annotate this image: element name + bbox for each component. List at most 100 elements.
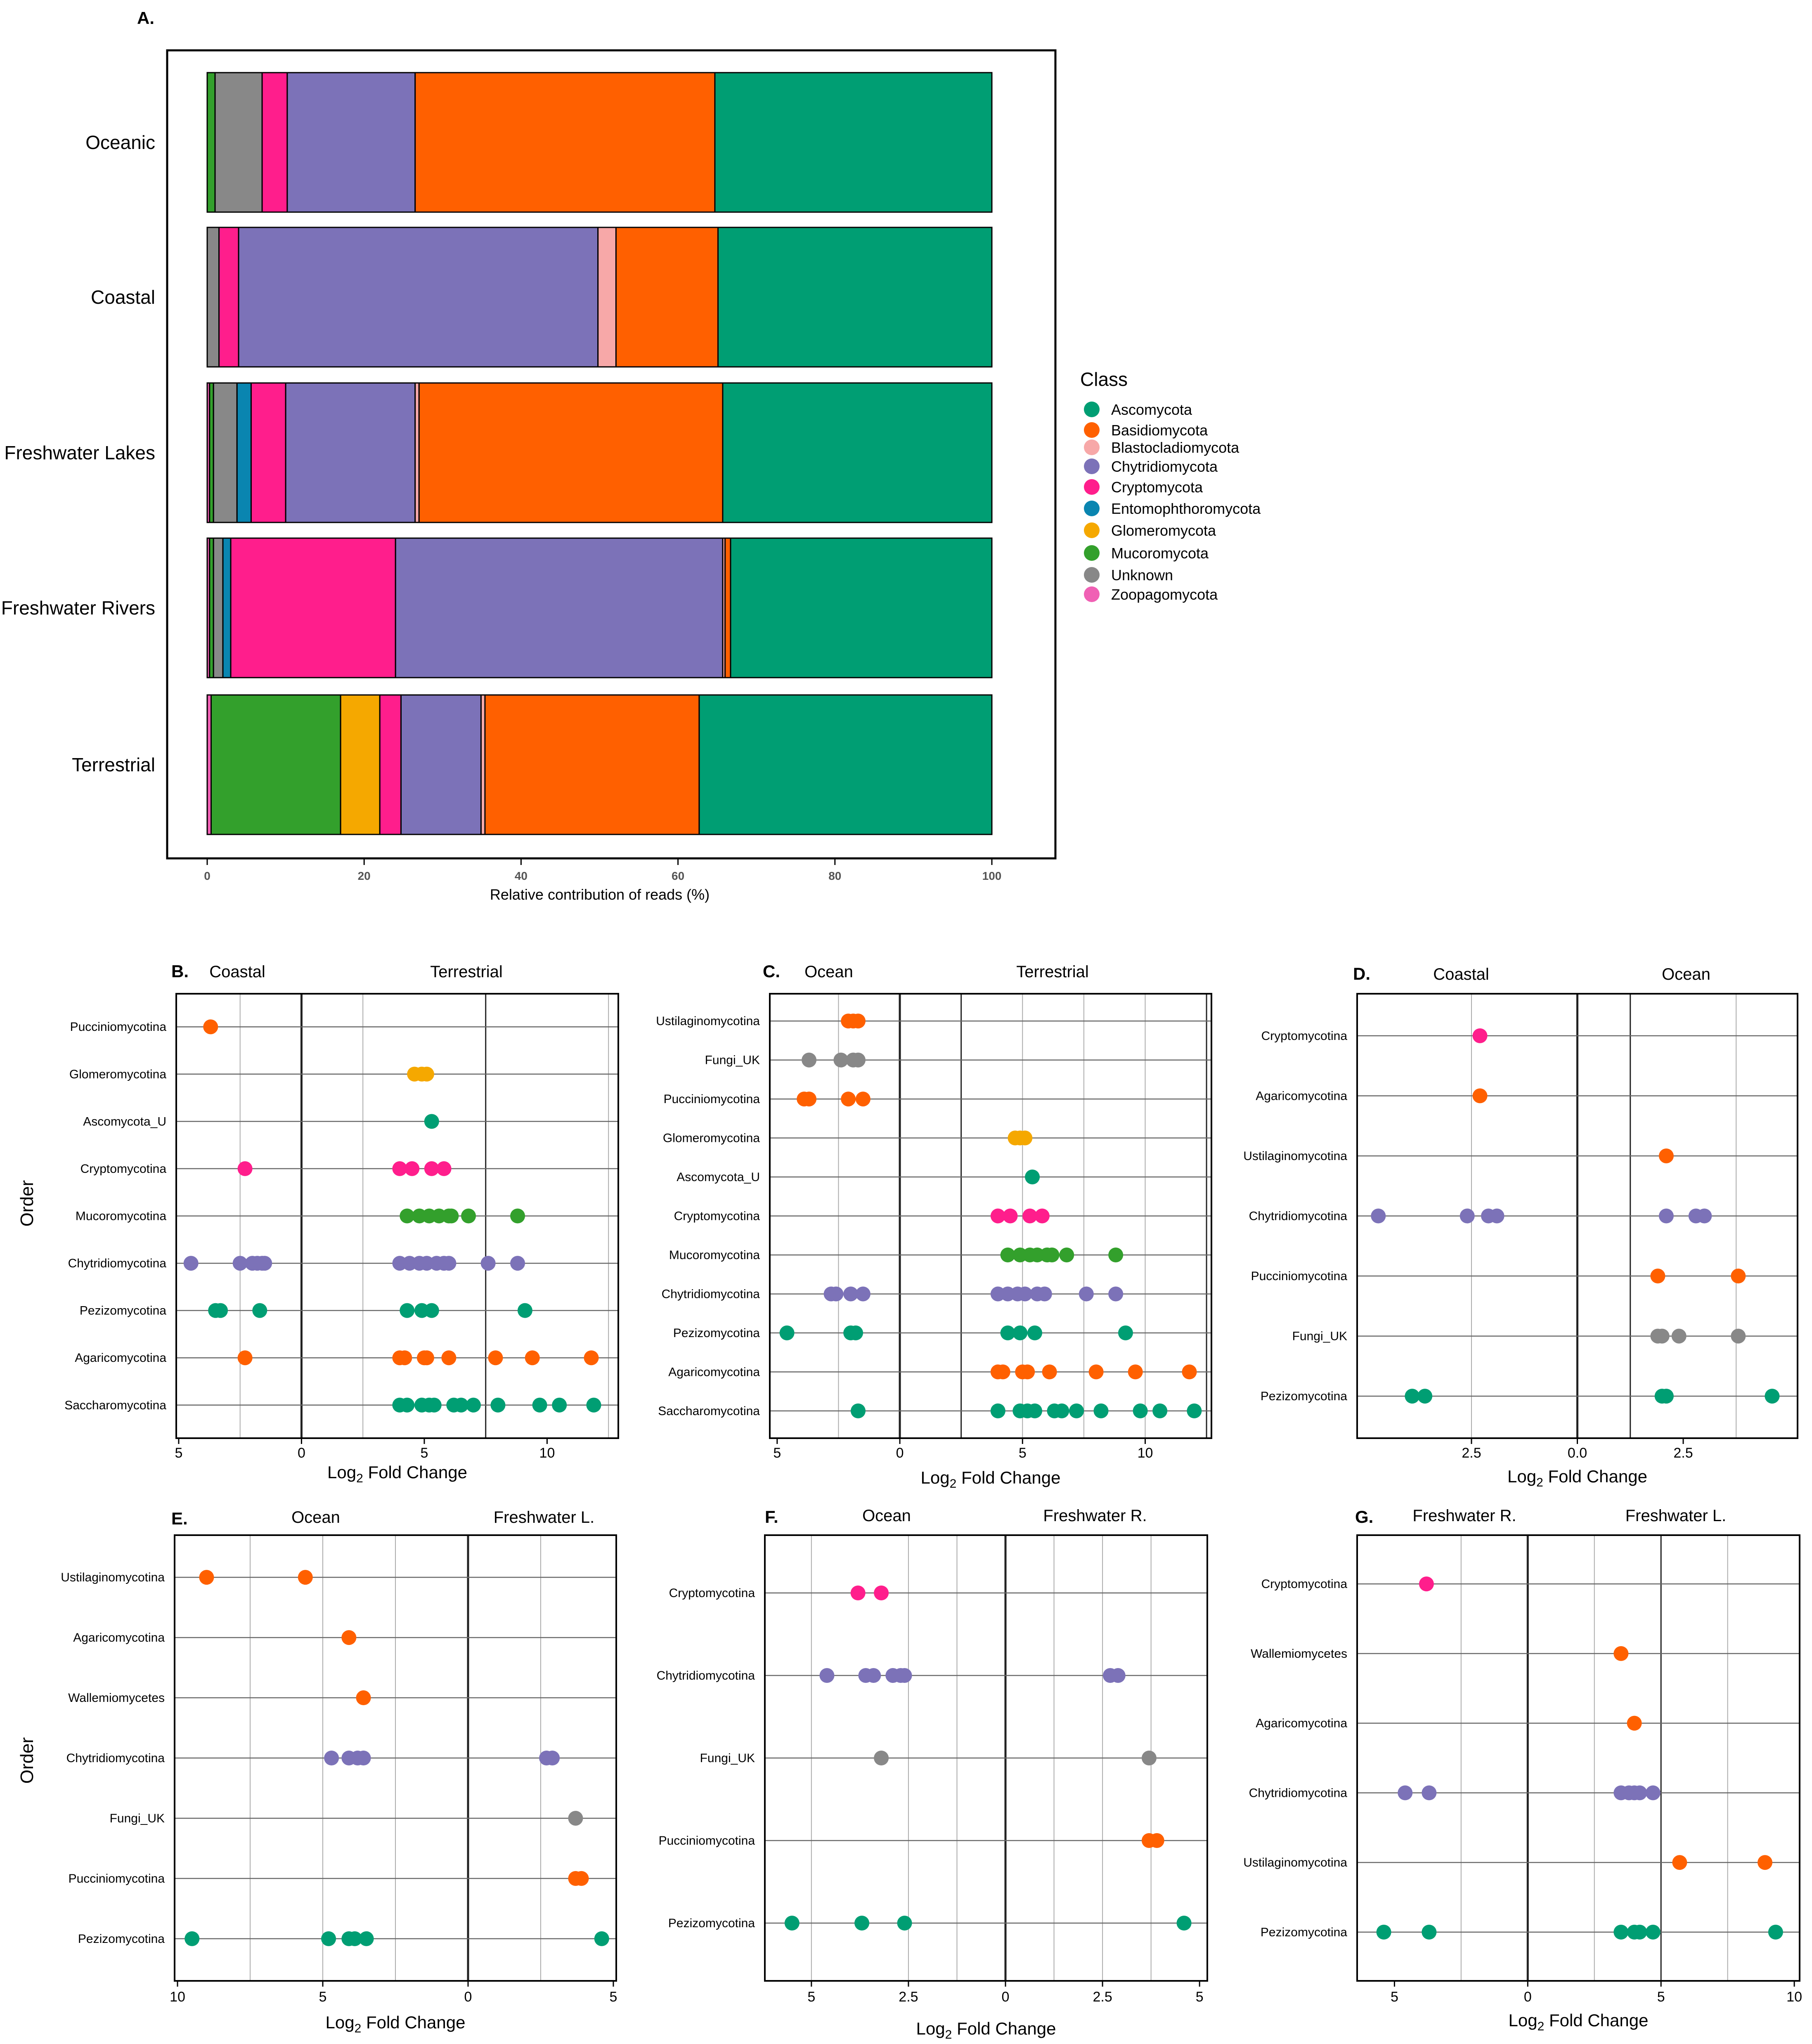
x-tick-label: 0 [896,1445,904,1461]
data-point [356,1751,371,1765]
data-point [545,1751,560,1765]
x-tick-label: 5 [807,1989,815,2005]
data-point [574,1871,589,1886]
panel-label: G. [1355,1507,1373,1527]
row-label: Pezizomycotina [668,1916,755,1930]
data-point [257,1256,272,1271]
data-point [1658,1148,1674,1163]
bar-segment [214,72,263,213]
bar-segment [236,382,252,523]
data-point [466,1397,481,1413]
legend-swatch [1084,586,1100,602]
row-label: Fungi_UK [705,1054,760,1067]
panel-b: B. Coastal Terrestrial Pucciniomycotina Glom… [17,962,619,1485]
data-point [1422,1785,1437,1801]
data-point [1632,1785,1647,1801]
row-label: Fungi_UK [110,1812,165,1825]
x-axis-label: Log2 Fold Change [921,1468,1061,1491]
data-point [1003,1208,1018,1224]
data-point [1088,1364,1104,1380]
bar-segment [418,382,724,523]
plot-frame [1356,1534,1800,1982]
data-point [990,1208,1005,1224]
panel-d: D. Coastal Ocean Cryptomycotina Agaricomycot… [1243,964,1798,1489]
data-point [784,1916,800,1931]
category-label: Terrestrial [72,754,155,775]
data-point [1034,1208,1050,1224]
x-tick-label: 5 [175,1445,182,1461]
bar-segment [597,227,617,368]
data-point [1768,1924,1783,1940]
row-label: Ascomycota_U [83,1115,166,1128]
left-group-label: Ocean [804,963,853,981]
legend-item: Chytridiomycota [1084,458,1218,475]
category-label: Freshwater Rivers [1,597,155,619]
data-point [1645,1924,1661,1940]
row-label: Chytridiomycotina [68,1257,167,1270]
row-label: Fungi_UK [700,1751,755,1765]
data-point [568,1810,583,1826]
row-label: Pucciniomycotina [1251,1269,1348,1283]
data-point [1059,1247,1074,1262]
legend-swatch [1084,522,1100,538]
data-point [1027,1325,1042,1340]
bar-segment [261,72,288,213]
data-point [1758,1855,1773,1870]
data-point [232,1256,248,1271]
data-point [324,1751,339,1765]
x-tick-label: 20 [358,870,371,882]
data-point [1405,1389,1420,1404]
plot-frame [764,1534,1208,1982]
y-axis-label: Order [17,1180,37,1226]
legend-item: Entomophthoromycota [1084,500,1261,517]
x-tick-label: 100 [982,870,1002,882]
data-point [1022,1208,1038,1224]
panel-label: D. [1353,964,1370,983]
data-point [874,1586,889,1600]
data-point [213,1303,228,1318]
x-tick-label: 0 [1524,1989,1532,2005]
legend-label: Zoopagomycota [1111,586,1218,603]
legend-label: Cryptomycota [1111,479,1203,496]
x-tick-label: 80 [828,870,841,882]
legend-item: Unknown [1084,567,1173,584]
bar-segment [395,537,724,678]
panel-label: B. [171,962,189,981]
data-point [405,1161,420,1176]
data-point [1000,1247,1015,1262]
data-point [426,1397,442,1413]
data-point [1398,1785,1413,1801]
data-point [444,1208,459,1224]
data-point [185,1931,200,1946]
data-point [841,1092,856,1107]
legend-label: Blastocladiomycota [1111,439,1240,456]
data-point [424,1303,439,1318]
data-point [1108,1247,1124,1262]
data-point [1093,1403,1109,1418]
data-point [1141,1751,1157,1765]
data-point [1371,1208,1386,1224]
row-label: Saccharomycotina [658,1404,760,1418]
x-tick-label: 5 [1391,1989,1398,2005]
data-point [990,1403,1005,1418]
data-point [441,1256,457,1271]
data-point [1133,1403,1148,1418]
x-tick-label: 0 [464,1989,472,2005]
data-point [1012,1325,1028,1340]
legend-label: Ascomycota [1111,401,1192,418]
data-point [1460,1208,1475,1224]
left-group-label: Ocean [862,1507,911,1525]
data-point [779,1325,795,1340]
row-label: Chytridiomycotina [657,1669,755,1682]
legend-label: Basidiomycota [1111,422,1208,439]
x-tick-label: 0 [298,1445,305,1461]
x-axis-label: Log2 Fold Change [326,2013,466,2035]
x-tick-label: 0.0 [1568,1445,1587,1461]
row-label: Agaricomycotina [75,1351,166,1365]
x-tick-label: 10 [1138,1445,1153,1461]
data-point [356,1690,371,1706]
x-tick-label: 5 [1196,1989,1204,2005]
data-point [552,1397,567,1413]
data-point [855,1092,871,1107]
